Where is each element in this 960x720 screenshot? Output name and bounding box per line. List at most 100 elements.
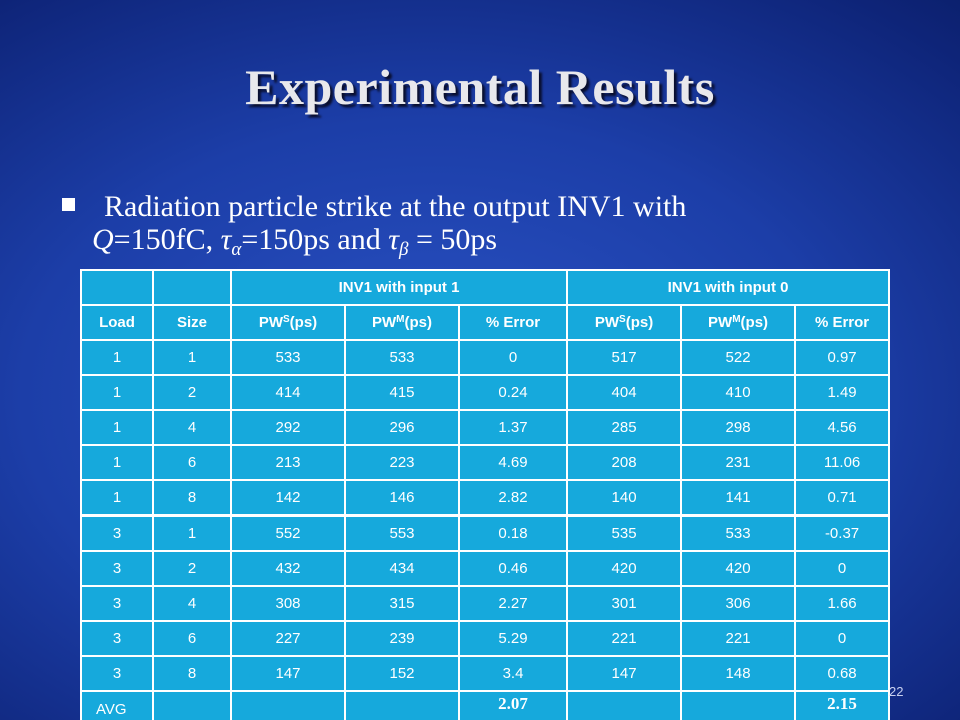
cell-size: 6 [152, 444, 232, 481]
cell-error-1: 0 [457, 339, 569, 376]
cell-load: 3 [80, 620, 154, 657]
col-header-pws-1: PWS(ps) [230, 304, 346, 341]
col-header-pwm-1: PWM(ps) [344, 304, 460, 341]
cell-pwm-0: 533 [680, 514, 797, 552]
avg-row: AVG 2.07 2.15 [80, 690, 891, 720]
cell-pws-1: 552 [230, 514, 346, 552]
charge-value: =150fC, [113, 223, 221, 256]
cell-size: 4 [152, 409, 232, 446]
charge-symbol: Q [92, 223, 114, 256]
bullet-item: Radiation particle strike at the output … [60, 190, 900, 266]
table-row: 3 1 552 553 0.18 535 533 -0.37 [80, 514, 891, 552]
cell-pws-0: 301 [566, 585, 683, 622]
cell-pws-1: 308 [230, 585, 346, 622]
slide-title: Experimental Results [245, 59, 715, 115]
cell-size: 2 [152, 550, 232, 587]
table-row: 3 6 227 239 5.29 221 221 0 [80, 620, 891, 657]
cell-pws-0: 285 [566, 409, 683, 446]
table-body: 1 1 533 533 0 517 522 0.97 1 2 414 415 0.24 404 410 1.4… [80, 339, 891, 692]
cell-error-1: 2.82 [457, 479, 569, 517]
cell-pws-1: 533 [230, 339, 346, 376]
cell-error-1: 5.29 [457, 620, 569, 657]
cell-error-1: 2.27 [457, 585, 569, 622]
tau-alpha-symbol: τ [220, 223, 232, 256]
cell-load: 3 [80, 585, 154, 622]
cell-error-0: -0.37 [794, 514, 891, 552]
cell-pws-1: 432 [230, 550, 346, 587]
tau-beta-value: = 50ps [408, 223, 498, 256]
cell-pwm-0: 522 [680, 339, 797, 376]
col-header-error-1: % Error [457, 304, 569, 341]
table-row: 1 4 292 296 1.37 285 298 4.56 [80, 409, 891, 446]
cell-pws-0: 147 [566, 655, 683, 692]
cell-error-0: 4.56 [794, 409, 891, 446]
cell-pwm-0: 221 [680, 620, 797, 657]
column-header-row: Load Size PWS(ps) PWM(ps) % Error PWS(ps… [80, 304, 891, 341]
cell-pwm-1: 239 [344, 620, 460, 657]
beta-subscript: β [399, 239, 409, 260]
table-row: 3 2 432 434 0.46 420 420 0 [80, 550, 891, 587]
cell-error-0: 0.68 [794, 655, 891, 692]
avg-label: AVG [80, 690, 154, 720]
cell-pws-1: 213 [230, 444, 346, 481]
group-header-input1: INV1 with input 1 [229, 269, 569, 306]
cell-pws-0: 208 [566, 444, 683, 481]
cell-pwm-1: 415 [344, 374, 460, 411]
alpha-subscript: α [231, 239, 242, 260]
col-header-pwm-0: PWM(ps) [680, 304, 797, 341]
blank-header-cell [152, 269, 232, 306]
cell-pwm-1: 152 [344, 655, 460, 692]
cell-pwm-0: 420 [680, 550, 797, 587]
table-row: 3 4 308 315 2.27 301 306 1.66 [80, 585, 891, 622]
cell-pwm-0: 141 [680, 479, 797, 517]
cell-pws-0: 221 [566, 620, 683, 657]
table-row: 1 6 213 223 4.69 208 231 11.06 [80, 444, 891, 481]
avg-error-input0: 2.15 [794, 690, 891, 720]
cell-pws-0: 535 [566, 514, 683, 552]
table-row: 1 2 414 415 0.24 404 410 1.49 [80, 374, 891, 411]
tau-alpha-value: =150ps and [241, 223, 389, 256]
cell-pwm-1: 146 [344, 479, 460, 517]
cell-error-1: 0.46 [457, 550, 569, 587]
bullet-line-1: Radiation particle strike at the output … [104, 190, 687, 223]
col-header-pws-0: PWS(ps) [566, 304, 683, 341]
cell-pws-1: 227 [230, 620, 346, 657]
cell-size: 4 [152, 585, 232, 622]
avg-empty-cell [230, 690, 346, 720]
cell-error-0: 0 [794, 550, 891, 587]
cell-pwm-0: 148 [680, 655, 797, 692]
cell-pwm-1: 434 [344, 550, 460, 587]
page-number: 22 [889, 684, 904, 699]
cell-pwm-0: 231 [680, 444, 797, 481]
cell-pwm-0: 410 [680, 374, 797, 411]
group-header-row: INV1 with input 1 INV1 with input 0 [80, 269, 891, 306]
col-header-load: Load [80, 304, 154, 341]
cell-size: 6 [152, 620, 232, 657]
cell-pws-0: 420 [566, 550, 683, 587]
cell-load: 3 [80, 550, 154, 587]
avg-error-input1: 2.07 [457, 690, 569, 720]
table-row: 3 8 147 152 3.4 147 148 0.68 [80, 655, 891, 692]
cell-load: 1 [80, 409, 154, 446]
cell-load: 1 [80, 339, 154, 376]
cell-pwm-1: 553 [344, 514, 460, 552]
tau-beta-symbol: τ [388, 223, 399, 256]
cell-pws-1: 414 [230, 374, 346, 411]
cell-error-0: 1.66 [794, 585, 891, 622]
cell-load: 1 [80, 479, 154, 517]
cell-pws-1: 292 [230, 409, 346, 446]
cell-error-1: 0.24 [457, 374, 569, 411]
results-table: INV1 with input 1 INV1 with input 0 Load… [80, 269, 891, 720]
cell-size: 2 [152, 374, 232, 411]
blank-header-cell [80, 269, 154, 306]
avg-empty-cell [680, 690, 797, 720]
cell-pwm-0: 306 [680, 585, 797, 622]
col-header-size: Size [152, 304, 232, 341]
cell-pws-0: 140 [566, 479, 683, 517]
cell-size: 1 [152, 514, 232, 552]
avg-empty-cell [152, 690, 232, 720]
cell-error-0: 0.97 [794, 339, 891, 376]
group-header-input0: INV1 with input 0 [566, 269, 891, 306]
bullet-line-2: Q=150fC, τα=150ps and τβ = 50ps [60, 223, 900, 266]
avg-empty-cell [566, 690, 683, 720]
